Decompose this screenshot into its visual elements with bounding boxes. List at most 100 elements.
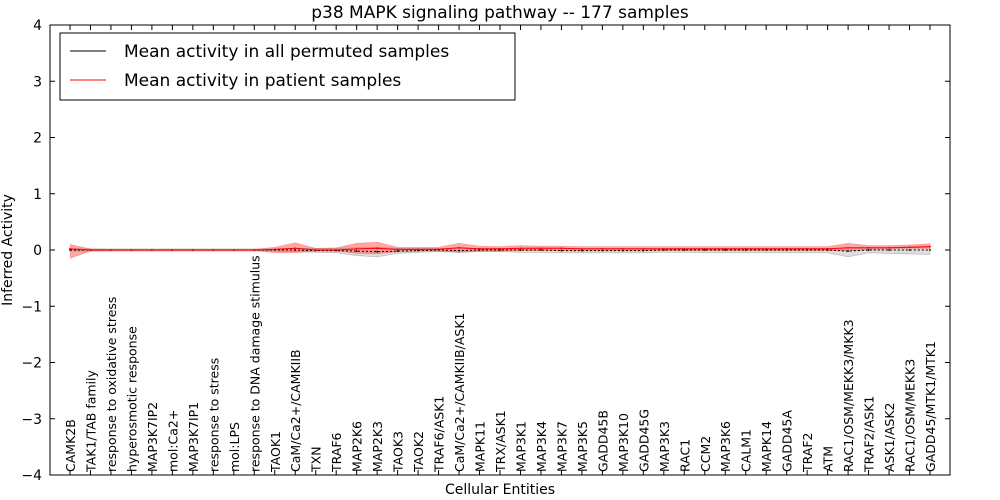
data-point-patient [826, 247, 829, 250]
y-tick-label: −3 [21, 412, 42, 428]
x-tick-label: CaM/Ca2+/CAMKIIB [288, 349, 303, 472]
y-tick-label: 0 [33, 243, 42, 259]
x-tick-label: ASK1/ASK2 [882, 403, 897, 472]
data-point-patient [355, 247, 358, 250]
data-point-patient [69, 247, 71, 250]
x-tick-label: GADD45/MTK1/MTK1 [923, 341, 938, 472]
x-tick-label: CAMK2B [63, 419, 78, 472]
data-point-patient [867, 246, 870, 249]
data-point-patient [847, 246, 849, 249]
data-point-patient [294, 247, 297, 250]
x-tick-label: TRAF6 [329, 432, 344, 473]
x-tick-label: MAP3K5 [575, 421, 590, 472]
x-tick-label: MAP3K7 [554, 421, 569, 472]
x-tick-label: TAOK3 [391, 431, 406, 473]
data-point-patient [253, 249, 256, 251]
data-point-permuted [355, 250, 358, 253]
x-tick-label: GADD45G [636, 409, 651, 472]
data-point-patient [785, 247, 788, 250]
data-point-patient [212, 249, 215, 251]
x-axis: CAMK2B TAK1/TAB family response to oxidati… [63, 25, 938, 475]
x-tick-label: CCM2 [698, 436, 713, 472]
x-tick-label: response to DNA damage stimulus [247, 255, 262, 472]
data-point-patient [581, 247, 583, 250]
data-point-permuted [519, 249, 522, 251]
data-point-patient [724, 247, 727, 250]
data-point-permuted [621, 249, 624, 252]
y-axis-label: Inferred Activity [0, 194, 16, 306]
y-tick-label: −4 [21, 468, 42, 484]
data-point-patient [232, 249, 235, 251]
x-axis-label: Cellular Entities [445, 482, 555, 498]
data-point-permuted [888, 249, 890, 251]
data-point-patient [171, 249, 174, 251]
data-point-permuted [601, 249, 604, 252]
data-point-patient [662, 247, 665, 250]
y-tick-label: 1 [33, 187, 42, 203]
data-point-patient [478, 247, 481, 250]
x-tick-label: ATM [821, 446, 836, 472]
x-tick-label: MAP3K4 [534, 421, 549, 472]
y-tick-label: −2 [21, 356, 42, 372]
x-tick-label: response to stress [206, 358, 221, 472]
data-point-patient [130, 249, 133, 251]
data-point-patient [314, 249, 317, 251]
data-point-patient [540, 247, 542, 250]
legend-label-patient: Mean activity in patient samples [124, 71, 401, 91]
data-point-patient [642, 247, 645, 250]
x-tick-label: TRAF6/ASK1 [432, 396, 447, 473]
data-point-patient [437, 248, 440, 251]
x-tick-label: RAC1/OSM/MEKK3 [903, 359, 918, 472]
data-point-patient [621, 247, 624, 250]
data-point-patient [191, 249, 194, 251]
x-tick-label: mol:Ca2+ [165, 410, 180, 472]
x-tick-label: MAP3K3 [657, 421, 672, 472]
data-point-permuted [642, 249, 645, 252]
data-point-patient [110, 249, 112, 251]
x-tick-label: GADD45A [780, 410, 795, 472]
data-point-permuted [376, 250, 379, 253]
data-point-permuted [560, 249, 563, 252]
x-tick-label: CaM/Ca2+/CAMKIIB/ASK1 [452, 313, 467, 472]
data-point-permuted [908, 249, 911, 251]
x-tick-label: TAK1/TAB family [83, 369, 98, 473]
data-point-permuted [867, 249, 870, 251]
data-point-patient [888, 246, 890, 249]
data-point-patient [519, 247, 522, 250]
y-tick-label: 2 [33, 131, 42, 147]
x-tick-label: MAP2K3 [370, 421, 385, 472]
data-point-patient [765, 247, 768, 250]
chart-title: p38 MAPK signaling pathway -- 177 sample… [311, 3, 689, 23]
data-point-patient [499, 247, 501, 250]
x-tick-label: mol:LPS [227, 422, 242, 472]
legend-label-permuted: Mean activity in all permuted samples [124, 42, 449, 62]
legend: Mean activity in all permuted samples Me… [59, 32, 516, 101]
x-tick-label: RAC1/OSM/MEKK3/MKK3 [841, 319, 856, 472]
data-point-patient [396, 248, 399, 251]
x-tick-label: hyperosmotic response [124, 326, 139, 472]
x-tick-label: MAP3K7IP2 [145, 402, 160, 472]
data-point-patient [929, 245, 931, 248]
x-tick-label: GADD45B [595, 410, 610, 472]
x-tick-label: CALM1 [739, 429, 754, 472]
x-tick-label: MAP3K6 [718, 421, 733, 472]
data-point-patient [703, 247, 706, 250]
x-tick-label: TAOK2 [411, 431, 426, 473]
data-point-permuted [458, 249, 460, 252]
x-tick-label: TRAF2 [800, 432, 815, 473]
x-tick-label: MAP2K6 [350, 421, 365, 472]
x-tick-label: TAOK1 [268, 431, 283, 473]
data-point-permuted [294, 249, 297, 251]
data-point-permuted [396, 250, 399, 253]
data-point-patient [417, 248, 419, 251]
data-point-patient [601, 247, 604, 250]
data-point-patient [806, 247, 809, 250]
data-point-permuted [847, 250, 849, 253]
x-tick-label: TXN [309, 446, 324, 473]
data-point-permuted [929, 249, 931, 251]
x-tick-label: MAP3K7IP1 [186, 402, 201, 472]
data-point-patient [335, 249, 338, 251]
x-tick-label: RAC1 [677, 439, 692, 472]
data-point-patient [560, 247, 563, 250]
